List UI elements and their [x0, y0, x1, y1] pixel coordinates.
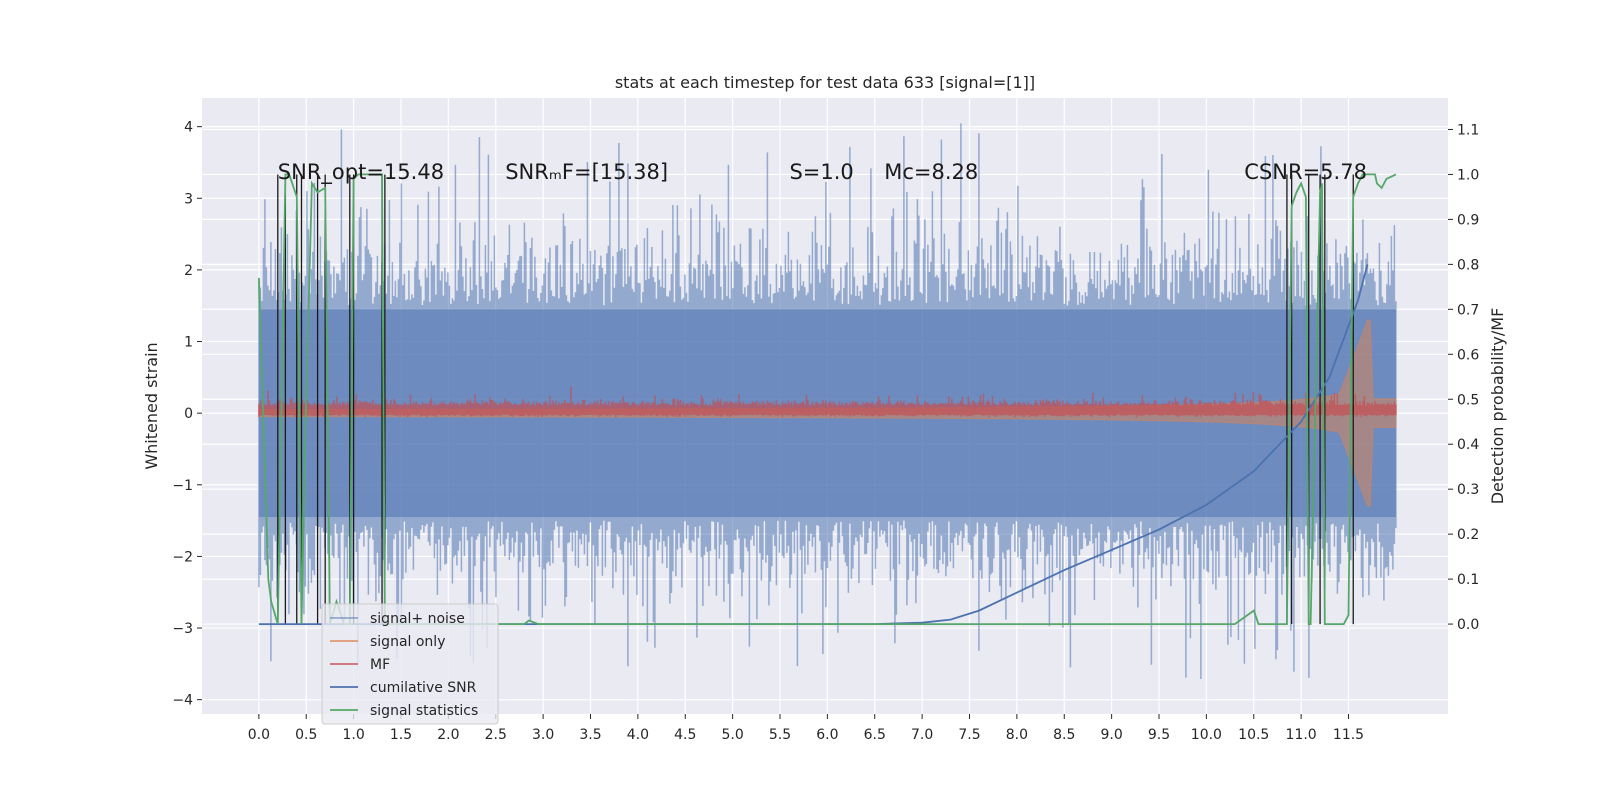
y-tick-label: 0 [184, 406, 193, 422]
x-tick-label: 9.5 [1148, 727, 1170, 743]
x-tick-label: 9.0 [1100, 727, 1122, 743]
x-tick-label: 1.5 [390, 727, 412, 743]
x-tick-label: 7.0 [911, 727, 933, 743]
y-tick-label: −4 [172, 693, 193, 709]
x-tick-label: 4.5 [674, 727, 696, 743]
x-tick-label: 8.5 [1053, 727, 1075, 743]
probability-lines [258, 173, 1397, 625]
x-tick-label: 2.0 [437, 727, 459, 743]
y2-tick-label: 0.9 [1457, 212, 1479, 228]
y-tick-label: −3 [172, 621, 193, 637]
signal-statistics-line [258, 173, 1397, 625]
legend-label: cumilative SNR [370, 680, 477, 696]
legend-label: MF [370, 657, 390, 673]
x-tick-label: 3.0 [532, 727, 554, 743]
y2-tick-label: 0.5 [1457, 392, 1479, 408]
x-tick-label: 11.0 [1286, 727, 1317, 743]
x-tick-label: 11.5 [1333, 727, 1364, 743]
annotation-text: Mᴄ=8.28 [884, 160, 978, 184]
legend-label: signal statistics [370, 703, 478, 719]
y2-tick-label: 0.4 [1457, 437, 1479, 453]
y-tick-label: 4 [184, 120, 193, 136]
y-axis-label: Whitened strain [142, 342, 161, 469]
y-tick-label: 3 [184, 191, 193, 207]
y2-tick-label: 0.0 [1457, 617, 1479, 633]
annotation-text: SNRₘF=[15.38] [505, 160, 668, 184]
annotation-text: CSNR=5.78 [1244, 160, 1367, 184]
y2-tick-label: 1.0 [1457, 167, 1479, 183]
legend-label: signal only [370, 634, 445, 650]
legend: signal+ noise signal only MF cumilative SNR… [321, 603, 499, 725]
annotations: SNR_opt=15.48 SNRₘF=[15.38] S=1.0 Mᴄ=8.28 CS… [278, 160, 1367, 185]
y-tick-label: −1 [172, 478, 193, 494]
x-tick-label: 8.0 [1006, 727, 1028, 743]
x-tick-label: 0.0 [248, 727, 270, 743]
x-tick-label: 7.5 [958, 727, 980, 743]
y2-tick-label: 1.1 [1457, 122, 1479, 138]
x-tick-label: 5.0 [721, 727, 743, 743]
x-tick-label: 10.5 [1238, 727, 1269, 743]
y-tick-label: 1 [184, 335, 193, 351]
legend-box [321, 603, 499, 725]
x-tick-label: 2.5 [485, 727, 507, 743]
x-tick-label: 5.5 [769, 727, 791, 743]
x-tick-label: 4.0 [627, 727, 649, 743]
y2-tick-label: 0.2 [1457, 527, 1479, 543]
x-tick-label: 10.0 [1191, 727, 1222, 743]
y-tick-label: 2 [184, 263, 193, 279]
chart-title: stats at each timestep for test data 633… [615, 73, 1035, 92]
x-tick-label: 0.5 [295, 727, 317, 743]
x-tick-label: 6.5 [864, 727, 886, 743]
annotation-text: SNR_opt=15.48 [278, 160, 444, 185]
y2-axis-label: Detection probability/MF [1488, 308, 1507, 505]
y2-tick-label: 0.6 [1457, 347, 1479, 363]
y2-tick-label: 0.8 [1457, 257, 1479, 273]
x-tick-label: 3.5 [579, 727, 601, 743]
axis-ticks: 0.0 0.5 1.0 1.5 2.0 2.5 3.0 3.5 4.0 4.5 5.0 5.5 6.0 6… [172, 120, 1479, 743]
y-tick-label: −2 [172, 549, 193, 565]
y2-tick-label: 0.1 [1457, 572, 1479, 588]
y2-tick-label: 0.3 [1457, 482, 1479, 498]
legend-label: signal+ noise [370, 611, 465, 627]
x-tick-label: 6.0 [816, 727, 838, 743]
y2-tick-label: 0.7 [1457, 302, 1479, 318]
x-tick-label: 1.0 [342, 727, 364, 743]
annotation-text: S=1.0 [789, 160, 853, 184]
